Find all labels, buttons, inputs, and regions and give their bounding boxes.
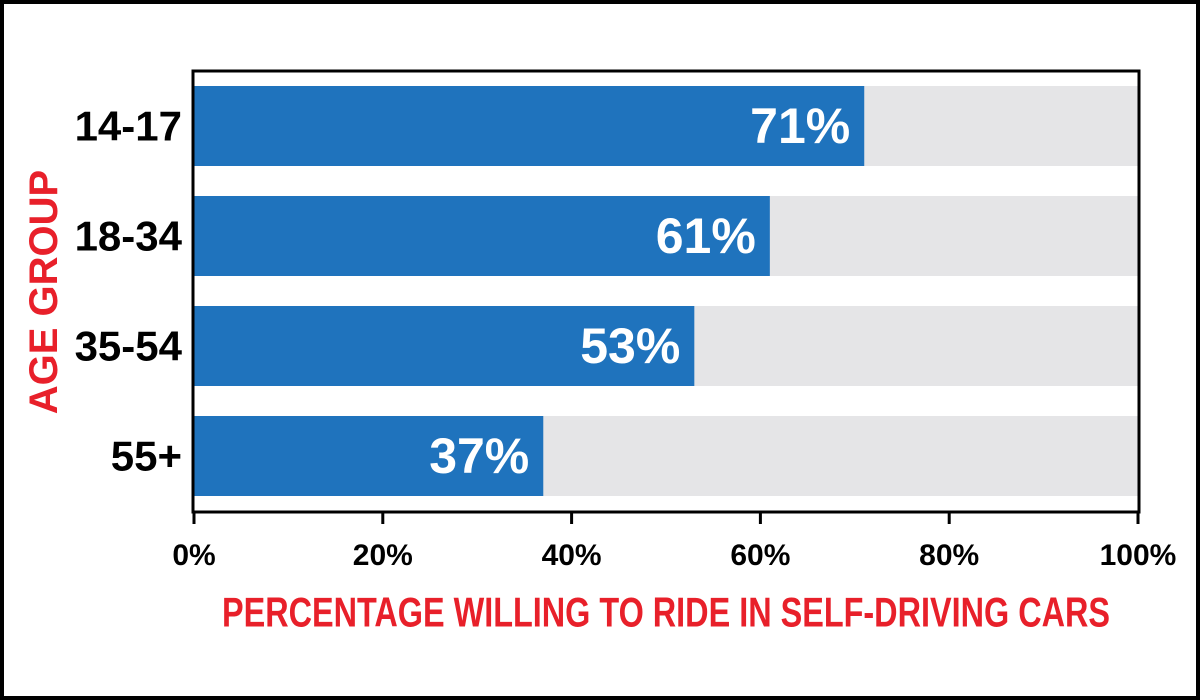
category-label: 35-54 [75,323,183,370]
bar [194,196,770,276]
x-tick-label: 20% [353,539,413,572]
data-label: 53% [580,318,680,374]
category-label: 55+ [111,433,182,480]
x-tick-label: 80% [919,539,979,572]
bar [194,86,865,166]
x-tick-label: 0% [172,539,215,572]
plot-border [191,69,1141,514]
y-axis-title: AGE GROUP [22,170,66,414]
data-label: 71% [750,98,850,154]
x-tick-label: 100% [1100,539,1177,572]
x-axis-title: PERCENTAGE WILLING TO RIDE IN SELF-DRIVI… [222,589,1110,636]
bars-layer [194,86,1138,496]
category-label: 14-17 [75,103,182,150]
data-label: 37% [429,428,529,484]
category-label: 18-34 [75,213,183,260]
axis-layer [191,69,1141,524]
labels-layer: 71% 14-17 61% 18-34 53% 35-54 37% 55+ 0% 20% 40% 60… [75,98,1177,572]
x-tick-label: 40% [542,539,602,572]
bar [194,416,544,496]
data-label: 61% [656,208,756,264]
bar [194,306,695,386]
x-tick-label: 60% [730,539,790,572]
